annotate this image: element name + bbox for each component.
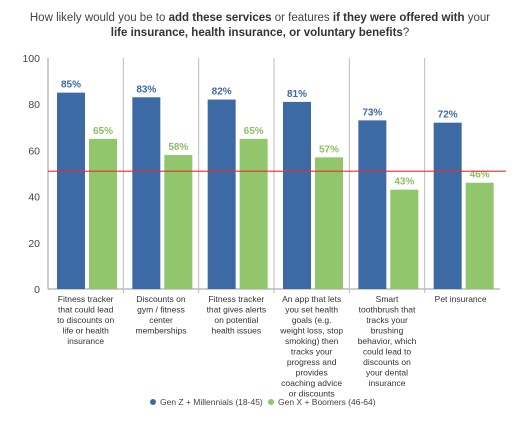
bar — [315, 157, 343, 289]
y-tick-label: 40 — [28, 192, 40, 204]
bar — [207, 99, 236, 289]
category-label: Pet insurance — [435, 294, 487, 304]
category-label: An app that lets you set health goals (e.g… — [279, 294, 343, 399]
bar — [358, 120, 387, 290]
legend-swatch-series-1 — [150, 399, 156, 405]
data-label: 85% — [61, 80, 81, 91]
data-label: 65% — [93, 126, 113, 137]
bar — [465, 182, 494, 289]
y-tick-label: 0 — [34, 284, 40, 296]
data-label: 43% — [394, 177, 414, 188]
data-label: 46% — [470, 170, 490, 181]
title-text-3: your — [464, 12, 491, 24]
bar — [283, 101, 311, 289]
legend-label-series-1: Gen Z + Millennials (18-45) — [160, 397, 263, 407]
title-text-2: or features — [271, 12, 333, 24]
category-label: Fitness tracker that could lead to discoun… — [57, 294, 114, 346]
data-label: 73% — [362, 107, 382, 118]
bar — [57, 92, 85, 290]
y-tick-label: 80 — [28, 99, 40, 111]
legend-swatch-series-2 — [268, 399, 274, 405]
y-tick-label: 100 — [22, 53, 40, 65]
title-text-4: ? — [402, 27, 410, 39]
data-label: 81% — [287, 89, 307, 100]
bar — [89, 138, 117, 289]
data-label: 82% — [212, 87, 232, 98]
bar — [239, 138, 268, 289]
bar — [164, 155, 193, 289]
category-label: Smart toothbrush that tracks your brushing b… — [358, 294, 417, 388]
data-label: 83% — [136, 84, 156, 95]
legend-item-series-1: Gen Z + Millennials (18-45) — [150, 397, 263, 407]
bar — [132, 97, 161, 290]
bar — [390, 189, 419, 289]
y-tick-label: 20 — [28, 238, 40, 250]
data-label: 72% — [438, 110, 458, 121]
title-bold-3: life insurance, health insurance, or vol… — [110, 27, 403, 39]
legend-label-series-2: Gen X + Boomers (46-64) — [278, 397, 376, 407]
title-bold-2: if they were offered with — [332, 12, 465, 24]
category-label: Discounts on gym / fitness center membershi… — [135, 294, 186, 336]
legend-item-series-2: Gen X + Boomers (46-64) — [268, 397, 376, 407]
chart-title: How likely would you be to add these ser… — [20, 11, 500, 41]
category-label: Fitness tracker that gives alerts on poten… — [207, 294, 267, 336]
title-text-1: How likely would you be to — [29, 12, 169, 24]
y-tick-label: 60 — [28, 145, 40, 157]
data-label: 58% — [168, 142, 188, 153]
title-bold-1: add these services — [168, 12, 272, 24]
bar — [433, 122, 462, 290]
data-label: 57% — [319, 144, 339, 155]
data-label: 65% — [244, 126, 264, 137]
